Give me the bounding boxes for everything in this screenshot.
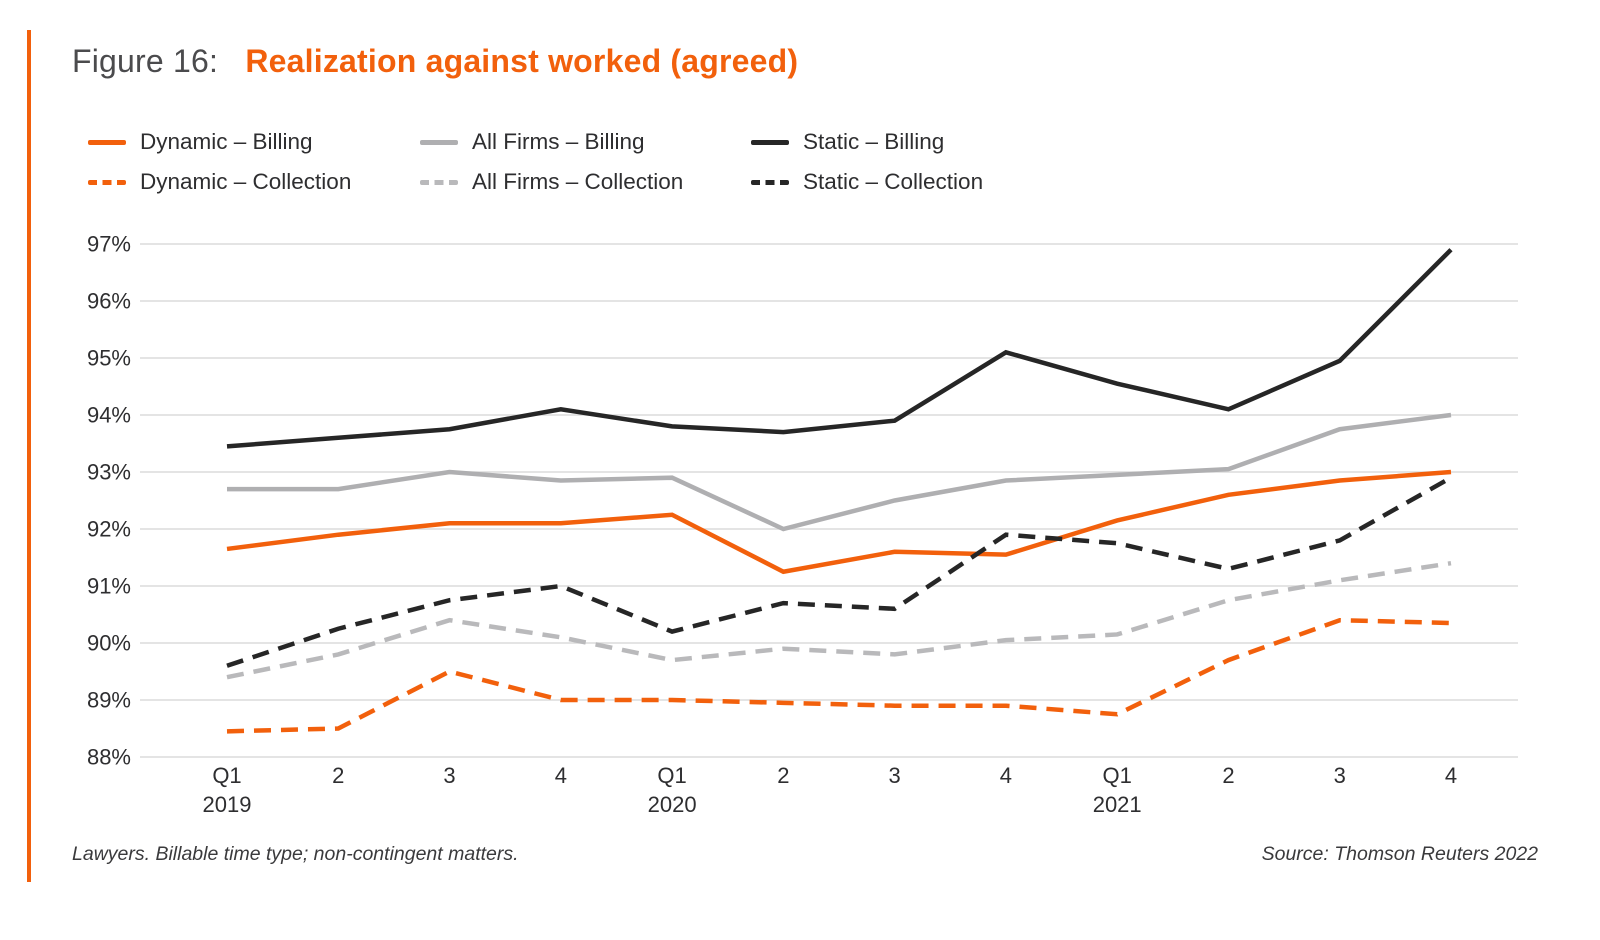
legend-swatch-static-collection [751, 179, 789, 185]
y-tick-label-91: 91% [87, 574, 131, 599]
series-line-all-firms-billing [227, 412, 1452, 532]
x-year-label-2019: 2019 [203, 792, 252, 817]
accent-bar [27, 30, 31, 882]
series-line-all-firms-collection [226, 560, 1452, 680]
x-tick-label-11: 4 [1445, 763, 1457, 788]
legend-swatch-dynamic-billing [88, 139, 126, 145]
chart-footnote: Lawyers. Billable time type; non-conting… [72, 843, 519, 865]
legend-swatch-dynamic-collection [88, 179, 126, 185]
x-tick-label-6: 3 [889, 763, 901, 788]
legend-label-allfirms-billing: All Firms – Billing [472, 129, 645, 154]
x-tick-label-4: Q1 [657, 763, 686, 788]
chart-source: Source: Thomson Reuters 2022 [1261, 843, 1538, 865]
x-tick-label-7: 4 [1000, 763, 1012, 788]
y-tick-label-90: 90% [87, 631, 131, 656]
x-tick-label-5: 2 [777, 763, 789, 788]
legend-label-dynamic-billing: Dynamic – Billing [140, 129, 313, 154]
x-year-label-2020: 2020 [648, 792, 697, 817]
figure-number-label: Figure 16: [72, 43, 219, 79]
y-tick-label-92: 92% [87, 517, 131, 542]
legend-item-allfirms-collection: All Firms – Collection [420, 169, 751, 195]
x-tick-label-10: 3 [1334, 763, 1346, 788]
legend-swatch-allfirms-collection [420, 179, 458, 185]
legend-item-static-collection: Static – Collection [751, 169, 1081, 195]
y-tick-label-94: 94% [87, 403, 131, 428]
chart-legend: Dynamic – Billing All Firms – Billing St… [88, 122, 1188, 202]
y-tick-label-95: 95% [87, 346, 131, 371]
y-tick-label-97: 97% [87, 232, 131, 257]
series-line-dynamic-collection [226, 617, 1452, 734]
x-tick-label-2: 3 [443, 763, 455, 788]
series-line-static-billing [226, 248, 1453, 449]
figure-title: Figure 16: Realization against worked (a… [72, 42, 798, 80]
x-tick-label-0: Q1 [212, 763, 241, 788]
legend-row-collection: Dynamic – Collection All Firms – Collect… [88, 162, 1188, 202]
y-tick-label-96: 96% [87, 289, 131, 314]
series-line-dynamic-billing [226, 469, 1452, 575]
legend-label-allfirms-collection: All Firms – Collection [472, 169, 684, 194]
legend-label-static-collection: Static – Collection [803, 169, 984, 194]
y-tick-label-89: 89% [87, 688, 131, 713]
y-tick-label-93: 93% [87, 460, 131, 485]
legend-swatch-allfirms-billing [420, 139, 458, 145]
legend-swatch-static-billing [751, 139, 789, 145]
legend-label-static-billing: Static – Billing [803, 129, 945, 154]
legend-item-dynamic-collection: Dynamic – Collection [88, 169, 420, 195]
legend-item-dynamic-billing: Dynamic – Billing [88, 129, 420, 155]
x-year-label-2021: 2021 [1093, 792, 1142, 817]
legend-item-static-billing: Static – Billing [751, 129, 1081, 155]
x-tick-label-1: 2 [332, 763, 344, 788]
legend-row-billing: Dynamic – Billing All Firms – Billing St… [88, 122, 1188, 162]
figure-title-text: Realization against worked (agreed) [245, 43, 799, 79]
legend-item-allfirms-billing: All Firms – Billing [420, 129, 751, 155]
x-tick-label-9: 2 [1222, 763, 1234, 788]
series-line-static-collection [226, 475, 1453, 668]
x-tick-label-8: Q1 [1103, 763, 1132, 788]
x-tick-label-3: 4 [555, 763, 567, 788]
legend-label-dynamic-collection: Dynamic – Collection [140, 169, 352, 194]
y-tick-label-88: 88% [87, 745, 131, 770]
